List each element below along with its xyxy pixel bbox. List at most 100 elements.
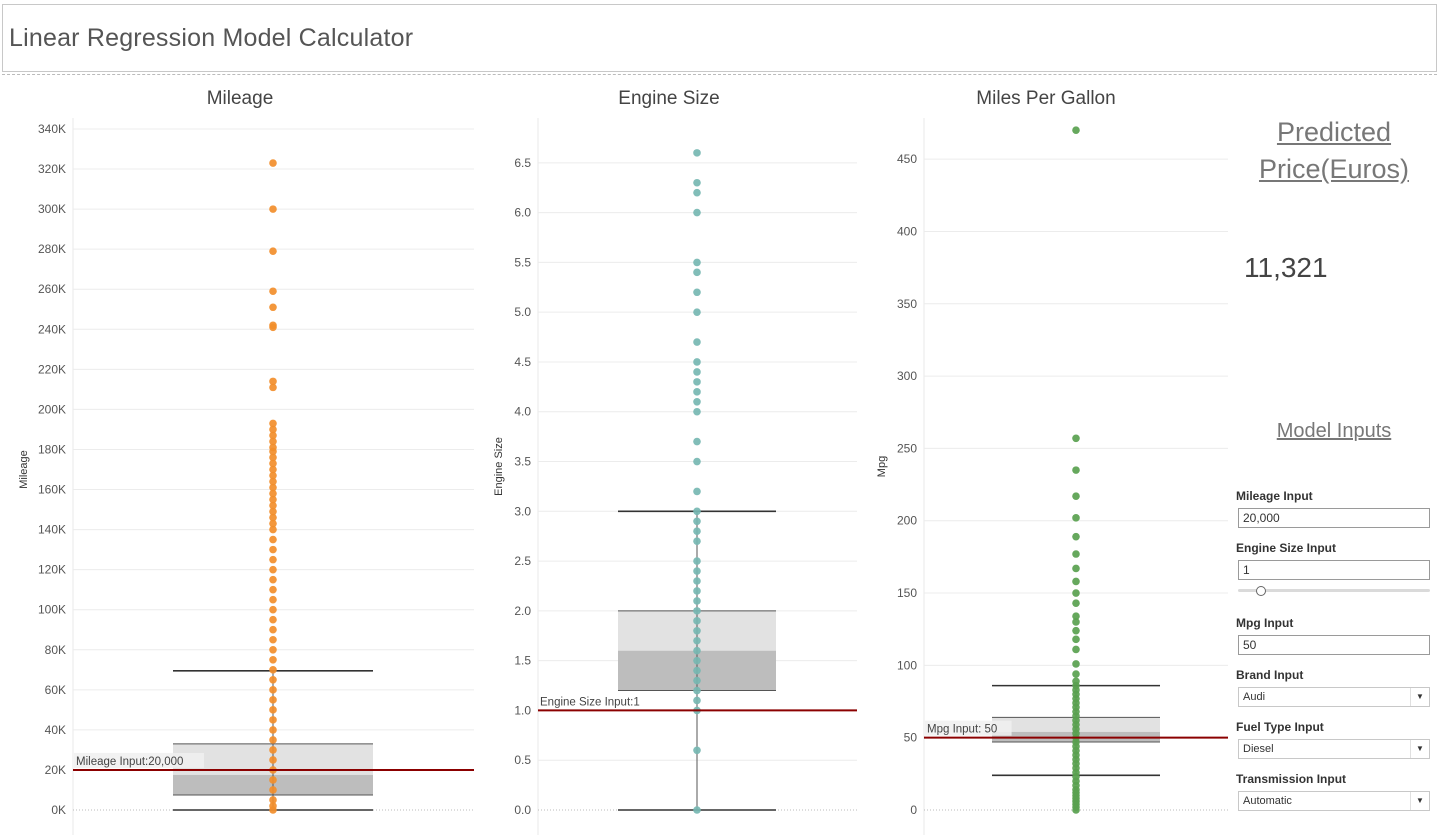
chart-2-point — [693, 597, 701, 605]
engine-size-slider-track[interactable] — [1238, 589, 1430, 592]
chart-1-point — [269, 665, 277, 674]
chart-2-tick-label: 5.5 — [514, 255, 531, 269]
fuel-type-input-value: Diesel — [1243, 743, 1274, 755]
chart-2-tick-label: 4.5 — [514, 355, 531, 369]
chart-2-point — [693, 696, 701, 705]
chart-1-title: Mileage — [207, 88, 274, 109]
chart-3-tick-label: 200 — [897, 514, 917, 528]
chart-2-tick-label: 6.0 — [514, 206, 531, 220]
chart-1-point — [269, 686, 277, 694]
chart-3-point — [1072, 532, 1080, 541]
chart-3-point — [1072, 599, 1080, 607]
chart-3-point — [1072, 466, 1080, 474]
chart-1-point — [269, 595, 277, 604]
chart-1-point — [269, 746, 277, 754]
chart-1-point — [269, 513, 277, 522]
app-title: Linear Regression Model Calculator — [9, 24, 414, 52]
chart-3-tick-label: 450 — [897, 152, 917, 166]
transmission-input-dropdown[interactable]: Automatic ▼ — [1238, 791, 1430, 811]
chart-2-point — [693, 178, 701, 187]
chart-2-tick-label: 5.0 — [514, 305, 531, 319]
triangle-down-icon[interactable]: ▼ — [1410, 740, 1429, 758]
chart-2-point — [693, 268, 701, 277]
chart-1-point — [269, 453, 277, 462]
chart-1-point — [269, 625, 277, 634]
chart-1-point — [269, 676, 277, 684]
chart-1-tick-label: 340K — [38, 122, 66, 136]
chart-1-tick-label: 160K — [38, 483, 66, 497]
chart-1-point — [269, 565, 277, 574]
chart-1-tick-label: 0K — [51, 803, 66, 817]
chart-2-tick-label: 4.0 — [514, 405, 531, 419]
chart-2-point — [693, 288, 701, 297]
chart-3-point — [1072, 677, 1080, 686]
chart-1-point — [269, 383, 277, 392]
chart-3-reference-label: Mpg Input: 50 — [927, 724, 997, 736]
chart-2-point — [693, 557, 701, 565]
chart-2-point — [693, 806, 701, 814]
chart-2-point — [693, 188, 701, 197]
chart-1-tick-label: 60K — [45, 683, 66, 697]
chart-1-point — [269, 696, 277, 704]
chart-2-point — [693, 577, 701, 585]
chart-1-reference-label: Mileage Input:20,000 — [76, 756, 183, 768]
chart-1-point — [269, 776, 277, 784]
chart-2-point — [693, 656, 701, 665]
chart-1-point — [269, 431, 277, 440]
chart-1-tick-label: 220K — [38, 362, 66, 376]
chart-1-tick-label: 240K — [38, 322, 66, 336]
chart-3-point — [1072, 670, 1080, 678]
triangle-down-icon[interactable]: ▼ — [1410, 792, 1429, 810]
chart-2-point — [693, 338, 701, 346]
chart-3-point — [1072, 492, 1080, 500]
chart-2-point — [693, 437, 701, 446]
chart-2-point — [693, 617, 701, 625]
chart-2-tick-label: 0.0 — [514, 803, 531, 817]
chart-1-point — [269, 706, 277, 714]
chart-2-point — [693, 626, 701, 635]
chart-2-ylabel: Engine Size — [493, 437, 505, 496]
engine-size-slider-thumb[interactable] — [1256, 586, 1267, 596]
chart-3-point — [1072, 564, 1080, 573]
chart-2-tick-label: 2.0 — [514, 604, 531, 618]
chart-1-point — [269, 495, 277, 504]
model-inputs-title: Model Inputs — [1276, 420, 1392, 442]
chart-1-point — [269, 545, 277, 554]
chart-2-point — [693, 527, 701, 536]
chart-1-point — [269, 377, 277, 386]
chart-1-point — [269, 726, 277, 734]
brand-input-label: Brand Input — [1236, 668, 1304, 682]
chart-2-point — [693, 507, 701, 516]
brand-input-value: Audi — [1243, 691, 1266, 703]
mpg-input-field[interactable]: 50 — [1238, 635, 1430, 655]
chart-1-point — [269, 525, 277, 534]
chart-3-ylabel: Mpg — [876, 456, 888, 477]
chart-1-point — [269, 535, 277, 544]
chart-1-point — [269, 645, 277, 654]
chart-3-point — [1072, 645, 1080, 654]
engine-size-input-field[interactable]: 1 — [1238, 560, 1430, 580]
chart-3-tick-label: 100 — [897, 658, 917, 672]
chart-1-point — [269, 575, 277, 584]
chart-2-point — [693, 308, 701, 316]
chart-3-tick-label: 150 — [897, 586, 917, 600]
chart-1-point — [269, 555, 277, 564]
triangle-down-icon[interactable]: ▼ — [1410, 688, 1429, 706]
chart-1-point — [269, 585, 277, 594]
chart-3-tick-label: 0 — [910, 803, 917, 817]
chart-3-point — [1072, 635, 1080, 644]
chart-2-tick-label: 1.0 — [514, 703, 531, 717]
brand-input-dropdown[interactable]: Audi ▼ — [1238, 687, 1430, 707]
chart-3-point — [1072, 434, 1080, 443]
chart-1-point — [269, 501, 277, 510]
chart-1-point — [269, 519, 277, 528]
chart-2-point — [693, 587, 701, 595]
mileage-input-field[interactable]: 20,000 — [1238, 508, 1430, 528]
chart-1-point — [269, 483, 277, 492]
chart-2-point — [693, 149, 701, 157]
chart-2-point — [693, 368, 701, 376]
chart-1-point — [269, 796, 277, 804]
fuel-type-input-dropdown[interactable]: Diesel ▼ — [1238, 739, 1430, 759]
chart-2-title: Engine Size — [618, 88, 719, 109]
chart-1-tick-label: 300K — [38, 202, 66, 216]
